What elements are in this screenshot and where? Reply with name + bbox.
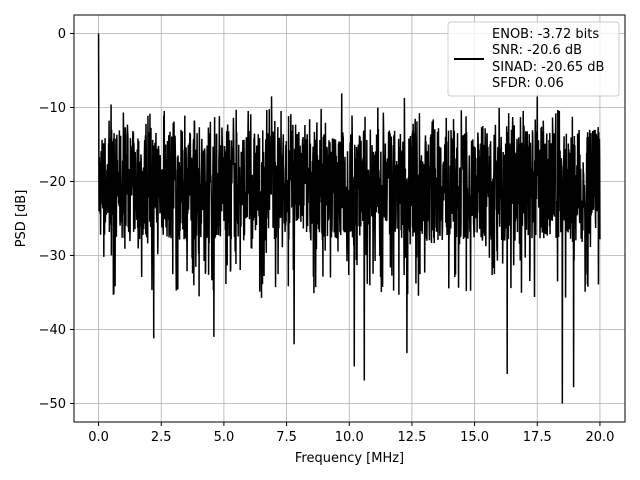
x-tick-label: 12.5 [397, 430, 426, 445]
legend-entry-snr: SNR: -20.6 dB [492, 43, 582, 58]
x-tick-label: 15.0 [460, 430, 489, 445]
x-tick-label: 7.5 [276, 430, 297, 445]
x-tick-label: 5.0 [214, 430, 235, 445]
legend-entry-sinad: SINAD: -20.65 dB [492, 60, 604, 75]
y-tick-label: −50 [39, 397, 66, 412]
axis-ticks: 0.0 2.5 5.0 7.5 10.0 12.5 15.0 17.5 20.0 0 −10 −20 −… [39, 27, 615, 445]
legend: ENOB: -3.72 bits SNR: -20.6 dB SINAD: -2… [447, 21, 620, 97]
y-tick-label: −10 [39, 101, 66, 116]
y-tick-label: 0 [58, 27, 66, 42]
psd-series-line [97, 33, 601, 404]
x-tick-label: 0.0 [88, 430, 109, 445]
legend-entry-sfdr: SFDR: 0.06 [492, 76, 564, 91]
legend-entry-enob: ENOB: -3.72 bits [492, 27, 599, 42]
x-tick-label: 17.5 [523, 430, 552, 445]
y-axis-label: PSD [dB] [14, 190, 29, 248]
legend-box [447, 21, 620, 97]
y-tick-label: −40 [39, 323, 66, 338]
x-tick-label: 10.0 [335, 430, 364, 445]
x-tick-label: 2.5 [151, 430, 172, 445]
y-tick-label: −30 [39, 249, 66, 264]
x-axis-label: Frequency [MHz] [295, 451, 404, 466]
x-tick-label: 20.0 [585, 430, 614, 445]
y-tick-label: −20 [39, 175, 66, 190]
series-layer [97, 33, 601, 404]
